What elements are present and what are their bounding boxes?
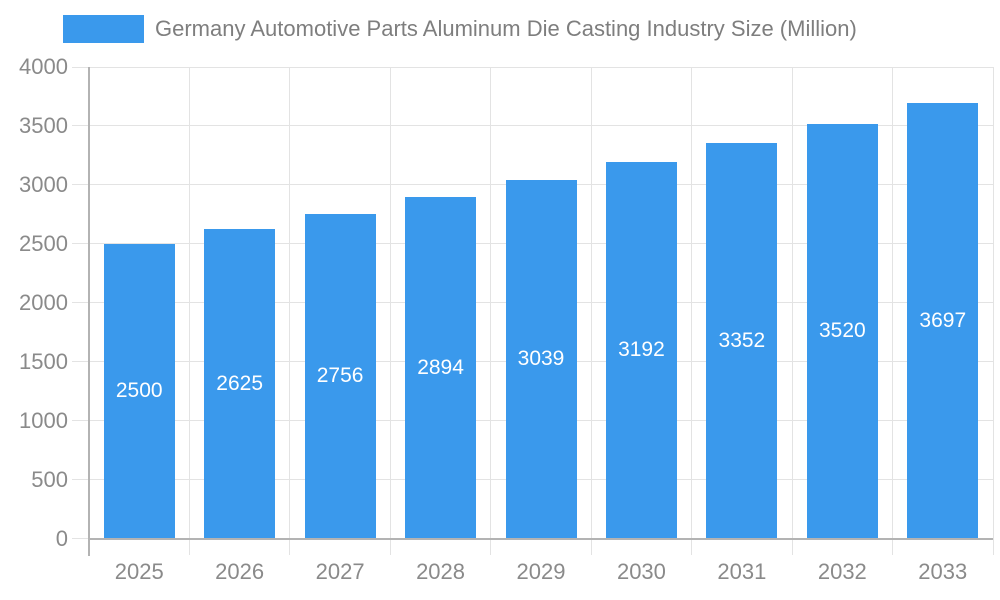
y-axis-label: 1000 — [19, 407, 68, 433]
x-axis-label: 2030 — [616, 559, 666, 584]
y-axis-line — [88, 67, 90, 556]
legend-swatch — [63, 15, 144, 43]
x-axis-label: 2033 — [918, 559, 968, 584]
x-gridline — [791, 67, 793, 555]
bar — [304, 213, 376, 539]
bar — [103, 243, 175, 539]
y-axis-label: 3500 — [19, 112, 68, 138]
y-axis-label: 1500 — [19, 348, 68, 374]
bar — [505, 180, 577, 539]
legend-item[interactable]: Germany Automotive Parts Aluminum Die Ca… — [63, 14, 857, 44]
bar-value-label: 2894 — [417, 355, 464, 379]
x-axis-label: 2025 — [114, 559, 164, 584]
bar-value-label: 2756 — [316, 364, 364, 388]
bar-value-label: 3039 — [517, 347, 565, 371]
x-axis-label: 2028 — [416, 559, 466, 584]
y-axis-label: 2500 — [19, 230, 68, 256]
x-axis-label: 2031 — [717, 559, 767, 584]
y-axis-label: 0 — [55, 525, 68, 551]
bar — [806, 123, 878, 539]
x-axis-label: 2027 — [315, 559, 365, 584]
bar — [405, 197, 477, 539]
y-axis-label: 4000 — [19, 54, 68, 79]
x-gridline — [892, 67, 894, 555]
x-gridline — [289, 67, 291, 555]
bar-value-label: 3352 — [718, 328, 766, 352]
x-gridline — [389, 67, 391, 555]
bar — [204, 229, 276, 539]
bar-value-label: 3697 — [919, 308, 967, 332]
bar-value-label: 2500 — [115, 379, 163, 403]
x-axis-line — [89, 537, 993, 540]
y-gridline — [72, 66, 993, 68]
bar — [907, 102, 979, 539]
y-axis-label: 3000 — [19, 171, 68, 197]
x-gridline — [992, 67, 994, 555]
bar — [706, 143, 778, 539]
x-axis-label: 2032 — [817, 559, 867, 584]
x-axis-label: 2026 — [215, 559, 265, 584]
x-gridline — [188, 67, 190, 555]
legend-label: Germany Automotive Parts Aluminum Die Ca… — [155, 16, 857, 41]
y-axis-label: 2000 — [19, 289, 68, 315]
bar-value-label: 2625 — [216, 371, 264, 395]
y-tick — [72, 538, 89, 539]
bar — [605, 162, 677, 539]
x-gridline — [490, 67, 492, 555]
x-gridline — [590, 67, 592, 555]
bar-value-label: 3520 — [818, 319, 866, 343]
y-gridline — [72, 125, 993, 127]
x-gridline — [691, 67, 693, 555]
y-axis-label: 500 — [31, 466, 68, 492]
x-axis-label: 2029 — [516, 559, 566, 584]
bar-value-label: 3192 — [618, 338, 665, 362]
